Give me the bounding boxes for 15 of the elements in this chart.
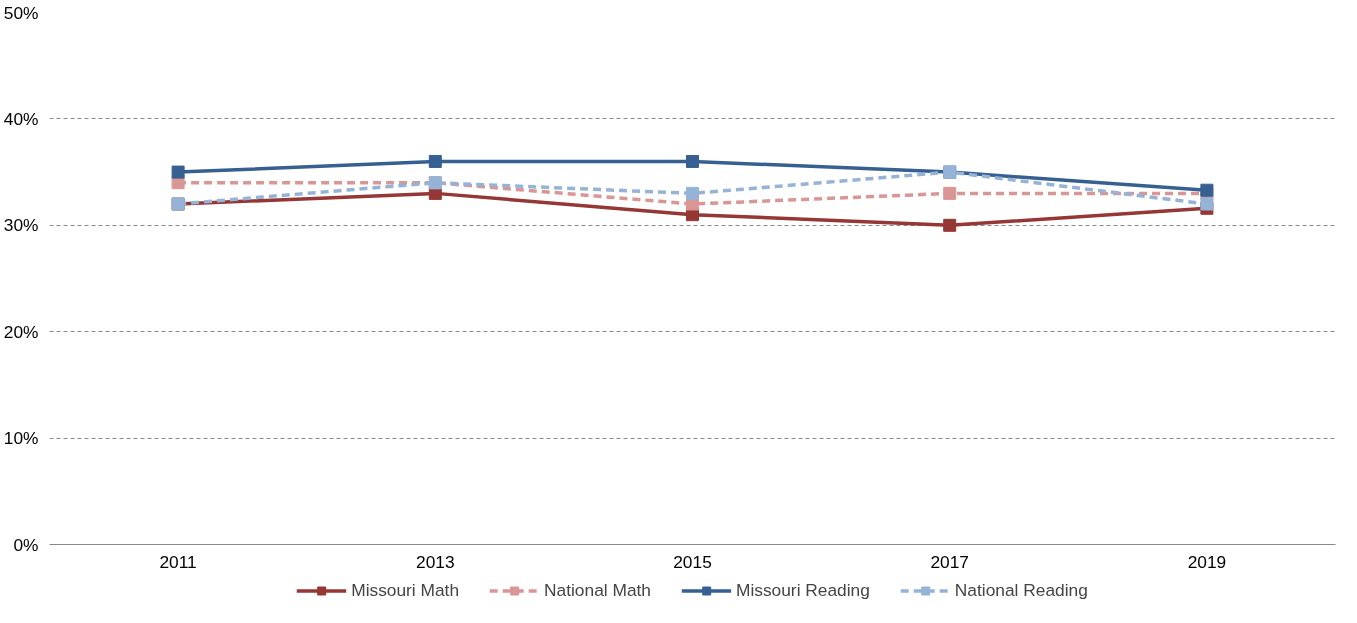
y-tick-label: 10% [3, 428, 39, 449]
x-tick-label: 2017 [930, 551, 969, 572]
legend-label: National Math [544, 579, 651, 601]
y-tick-label: 50% [3, 2, 39, 23]
x-tick-label: 2013 [416, 551, 455, 572]
legend-label: Missouri Math [351, 579, 460, 601]
y-tick-label: 0% [13, 534, 39, 555]
x-tick-label: 2019 [1187, 551, 1227, 572]
legend-label: National Reading [954, 579, 1088, 601]
legend-label: Missouri Reading [735, 579, 870, 601]
y-tick-label: 30% [3, 215, 39, 236]
x-tick-label: 2015 [673, 551, 712, 572]
y-tick-label: 20% [3, 321, 39, 342]
y-tick-label: 40% [3, 108, 39, 129]
x-tick-label: 2011 [159, 551, 197, 572]
